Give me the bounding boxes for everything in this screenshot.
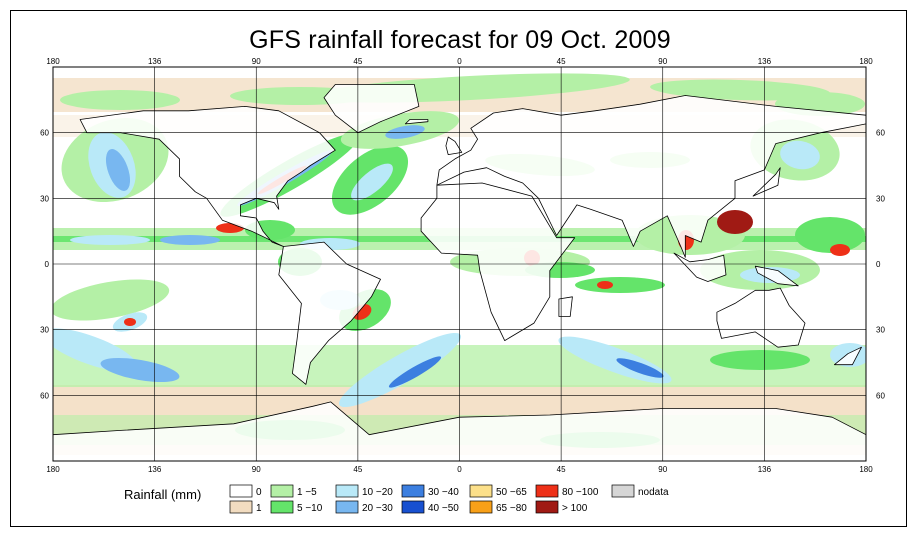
lon-tick-bottom: 180: [46, 465, 60, 474]
rain-patch: [385, 125, 425, 139]
rain-patch: [70, 235, 150, 245]
legend-swatch: [535, 500, 559, 514]
rain-patch: [338, 332, 462, 408]
lon-tick-top: 136: [148, 57, 162, 66]
graticule: [53, 67, 866, 461]
legend-label: 1 −5: [297, 487, 317, 498]
lon-tick-top: 136: [758, 57, 772, 66]
legend-label: 65 −80: [496, 503, 527, 514]
landmass-north-america: [79, 106, 336, 247]
rain-patch: [575, 277, 665, 293]
map-area: [53, 67, 866, 461]
lon-tick-top: 90: [252, 57, 261, 66]
legend-swatch: [401, 500, 425, 514]
lon-tick-bottom: 180: [859, 465, 873, 474]
legend: Rainfall (mm) 0 1 1 −5 5 −10 10 −20 20 −30 30 …: [124, 484, 669, 514]
lon-tick-bottom: 0: [457, 465, 462, 474]
legend-label: > 100: [562, 503, 588, 514]
rain-patch: [60, 90, 180, 110]
legend-swatch: [469, 500, 493, 514]
lon-tick-top: 90: [658, 57, 667, 66]
legend-label: 80 −100: [562, 487, 599, 498]
landmass-japan: [752, 167, 781, 197]
rain-patch: [105, 149, 131, 191]
legend-swatch: [469, 484, 493, 498]
landmass-australia: [716, 287, 806, 348]
legend-swatch: [270, 500, 294, 514]
legend-swatch: [535, 484, 559, 498]
axis-tick-labels: 180 136 90 45 0 45 90 136 180 180 136 90 45 0 45 90 136 1…: [40, 57, 885, 474]
lat-tick-left: 60: [40, 129, 49, 138]
rain-patch: [830, 244, 850, 256]
rain-patch: [780, 140, 820, 170]
landmass-iceland: [404, 119, 429, 125]
legend-title: Rainfall (mm): [124, 487, 201, 502]
landmass-south-america: [278, 241, 381, 385]
lat-tick-right: 0: [876, 260, 881, 269]
legend-swatch: [229, 484, 253, 498]
lon-tick-top: 45: [353, 57, 362, 66]
rain-patch: [53, 279, 170, 321]
rain-patch: [351, 163, 393, 201]
rain-patch: [100, 357, 180, 383]
lon-tick-top: 45: [557, 57, 566, 66]
map-title: GFS rainfall forecast for 09 Oct. 2009: [249, 26, 671, 54]
landmass-new-guinea: [754, 265, 799, 287]
landmass-madagascar: [558, 296, 573, 317]
lat-tick-right: 60: [876, 129, 885, 138]
legend-swatch: [335, 484, 359, 498]
lon-tick-bottom: 90: [252, 465, 261, 474]
legend-label: 5 −10: [297, 503, 323, 514]
lon-tick-top: 180: [859, 57, 873, 66]
rain-patch: [717, 210, 753, 234]
legend-label: 50 −65: [496, 487, 527, 498]
legend-swatch: [270, 484, 294, 498]
legend-label: 20 −30: [362, 503, 393, 514]
lat-tick-right: 60: [876, 391, 885, 400]
legend-swatch: [611, 484, 635, 498]
lat-tick-left: 30: [40, 194, 49, 203]
rain-patch: [616, 358, 664, 378]
legend-swatch: [401, 484, 425, 498]
legend-label: 0: [256, 487, 262, 498]
rain-patch: [710, 350, 810, 370]
lon-tick-top: 180: [46, 57, 60, 66]
rain-patch: [650, 79, 830, 101]
legend-label: 40 −50: [428, 503, 459, 514]
rain-patch: [124, 318, 136, 326]
rain-patch: [388, 356, 442, 388]
lon-tick-top: 0: [457, 57, 462, 66]
landmass-eurasia: [436, 95, 866, 258]
lon-tick-bottom: 136: [758, 465, 772, 474]
rain-patch: [160, 235, 220, 245]
lat-tick-left: 60: [40, 391, 49, 400]
landmass-new-zealand: [834, 346, 862, 366]
lat-tick-left: 0: [45, 260, 50, 269]
legend-label: 1: [256, 503, 262, 514]
lat-tick-right: 30: [876, 326, 885, 335]
legend-label: 30 −40: [428, 487, 459, 498]
lat-tick-right: 30: [876, 194, 885, 203]
legend-swatch: [335, 500, 359, 514]
lon-tick-bottom: 45: [353, 465, 362, 474]
rain-patch: [795, 217, 865, 253]
landmass-indonesia: [673, 252, 727, 282]
legend-label: 10 −20: [362, 487, 393, 498]
landmass-greenland: [323, 84, 420, 134]
lon-tick-bottom: 90: [658, 465, 667, 474]
lon-tick-bottom: 45: [557, 465, 566, 474]
rain-patch: [597, 281, 613, 289]
legend-swatch: [229, 500, 253, 514]
legend-label: nodata: [638, 487, 669, 498]
lon-tick-bottom: 136: [148, 465, 162, 474]
lat-tick-left: 30: [40, 326, 49, 335]
